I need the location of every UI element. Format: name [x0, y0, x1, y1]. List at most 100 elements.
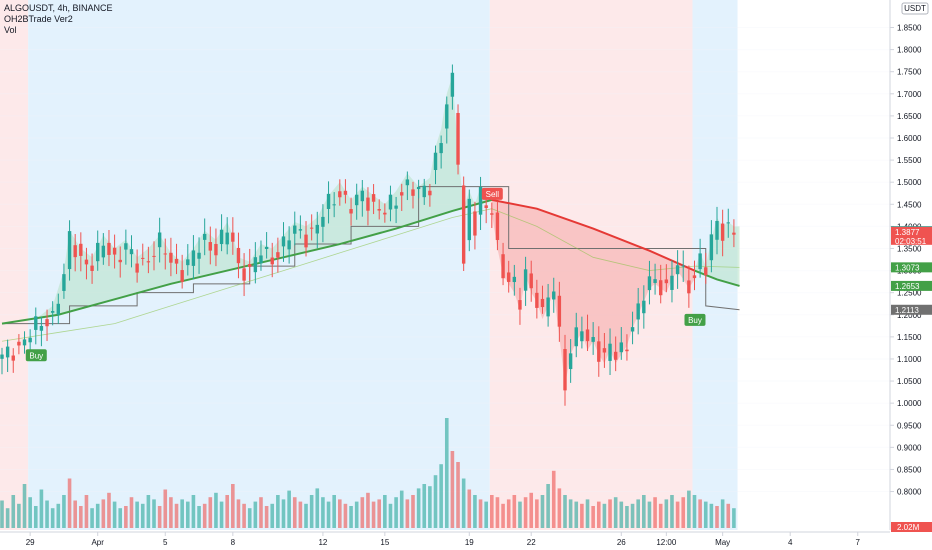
volume-bar: [371, 501, 376, 528]
candle-body: [118, 259, 122, 263]
last-value-box: [891, 280, 932, 291]
volume-bar: [219, 501, 224, 528]
candle-body: [293, 225, 297, 234]
volume-bar: [191, 495, 196, 528]
candle-body: [692, 275, 697, 279]
volume-bar: [124, 506, 128, 528]
price-tick-label: 1.6500: [897, 112, 922, 121]
candle-body: [698, 253, 702, 270]
candle-body: [400, 192, 404, 196]
cloud-red: [491, 199, 695, 386]
volume-bar: [197, 506, 201, 528]
candle-body: [422, 185, 426, 198]
volume-bar: [585, 499, 590, 528]
candle-body: [377, 209, 381, 211]
volume-bar: [50, 508, 55, 528]
countdown-label: 02:03:51: [895, 237, 927, 246]
price-axis: 1.8500 1.8000 1.7500 1.7000 1.6500 1.6000 1.55…: [889, 0, 932, 550]
candle-body: [546, 297, 550, 317]
time-tick-label: 4: [788, 538, 793, 547]
candle-body: [146, 261, 151, 263]
legend-symbol: ALGOUSDT, 4h, BINANCE: [4, 3, 113, 13]
volume-bar: [67, 478, 72, 528]
candle-body: [39, 325, 44, 331]
candle-body: [107, 242, 111, 255]
volume-bar: [107, 492, 111, 528]
candle-body: [231, 232, 235, 242]
volume-bar: [118, 508, 123, 528]
volume-bar: [174, 503, 179, 528]
volume-bar: [687, 490, 691, 528]
candle-body: [84, 259, 89, 265]
candle-body: [191, 250, 196, 266]
volume-bar: [45, 500, 49, 528]
volume-bar: [647, 501, 652, 528]
volume-bar: [338, 499, 342, 528]
candle-body: [253, 257, 258, 273]
sell-signal-tag: Sell: [481, 187, 503, 200]
candle-body: [574, 327, 578, 347]
volume-bar: [557, 488, 562, 528]
volume-bar: [253, 501, 258, 528]
volume-bar: [422, 484, 427, 528]
volume-bar: [506, 499, 511, 528]
volume-bar: [377, 499, 382, 528]
volume-bar: [225, 495, 229, 528]
volume-bar: [642, 495, 646, 528]
volume-bar: [315, 488, 320, 528]
volume-bar: [720, 499, 725, 528]
candle-body: [383, 212, 387, 215]
candle-body: [112, 247, 117, 255]
candle-body: [653, 279, 657, 283]
volume-bar: [0, 500, 4, 528]
volume-bar: [5, 508, 10, 528]
buy-signal-tag: Buy: [25, 349, 47, 362]
volume-bar: [202, 503, 207, 528]
ma-red-line: [491, 198, 695, 272]
candle-body: [124, 243, 128, 250]
volume-bar: [169, 497, 173, 528]
candles: [0, 64, 736, 406]
candle-body: [264, 246, 269, 249]
volume-bar: [388, 503, 393, 528]
volume-bar: [140, 503, 145, 528]
time-tick-label: 8: [231, 538, 236, 547]
volume-value-label: 2.02M: [897, 523, 920, 532]
candle-body: [315, 224, 319, 234]
candle-body: [157, 232, 162, 248]
candle-body: [602, 348, 607, 353]
candle-body: [332, 204, 336, 206]
time-tick-label: 29: [26, 538, 35, 547]
price-tick-label: 0.8500: [897, 465, 922, 474]
candle-body: [394, 205, 398, 209]
candle-body: [129, 249, 134, 255]
candle-body: [354, 194, 359, 206]
signal-tag-box: [684, 313, 706, 326]
volume-bar: [732, 508, 736, 528]
chart-legend: ALGOUSDT, 4h, BINANCE OH2BTrade Ver2 Vol: [4, 3, 113, 36]
price-tick-label: 0.9500: [897, 421, 922, 430]
volume-bar: [596, 501, 601, 528]
volume-bar: [450, 451, 455, 528]
candle-body: [495, 212, 500, 240]
volume-bar: [636, 499, 640, 528]
time-tick-label: May: [715, 538, 730, 547]
volume-bar: [394, 497, 398, 528]
candle-body: [62, 274, 66, 291]
currency-badge-box: [901, 2, 929, 15]
ma-green-line-2: [694, 269, 740, 287]
last-value-tag: 1.3073: [891, 262, 932, 273]
candle-body: [236, 247, 241, 264]
currency-badge: USDT: [901, 2, 929, 15]
price-tick-label: 0.8000: [897, 488, 922, 497]
last-value-label: 1.2113: [895, 306, 919, 315]
candle-body: [445, 104, 449, 129]
candle-body: [96, 242, 100, 262]
price-tick-label: 1.1500: [897, 333, 922, 342]
candle-body: [557, 295, 562, 327]
volume-bar: [490, 495, 494, 528]
candle-body: [625, 349, 629, 352]
